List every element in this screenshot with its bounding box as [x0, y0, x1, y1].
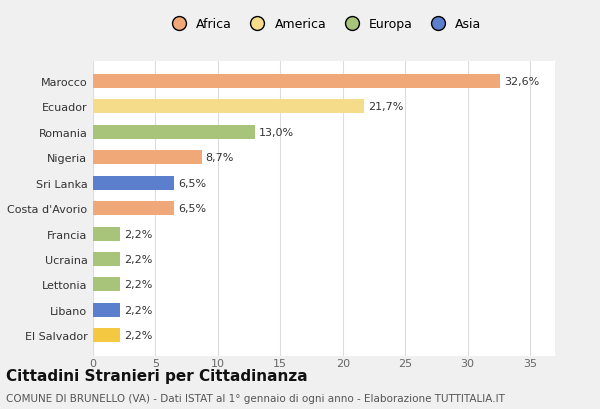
- Text: 2,2%: 2,2%: [124, 330, 152, 340]
- Bar: [93, 100, 364, 114]
- Legend: Africa, America, Europa, Asia: Africa, America, Europa, Asia: [163, 15, 485, 35]
- Text: Cittadini Stranieri per Cittadinanza: Cittadini Stranieri per Cittadinanza: [6, 368, 308, 383]
- Bar: [93, 227, 121, 241]
- Text: 32,6%: 32,6%: [504, 77, 539, 87]
- Bar: [93, 202, 174, 216]
- Text: 2,2%: 2,2%: [124, 305, 152, 315]
- Bar: [93, 126, 256, 139]
- Text: 8,7%: 8,7%: [205, 153, 234, 163]
- Text: COMUNE DI BRUNELLO (VA) - Dati ISTAT al 1° gennaio di ogni anno - Elaborazione T: COMUNE DI BRUNELLO (VA) - Dati ISTAT al …: [6, 393, 505, 402]
- Text: 2,2%: 2,2%: [124, 280, 152, 290]
- Bar: [93, 176, 174, 190]
- Bar: [93, 303, 121, 317]
- Text: 6,5%: 6,5%: [178, 178, 206, 188]
- Bar: [93, 75, 500, 89]
- Bar: [93, 278, 121, 292]
- Bar: [93, 252, 121, 266]
- Text: 2,2%: 2,2%: [124, 229, 152, 239]
- Bar: [93, 151, 202, 165]
- Text: 21,7%: 21,7%: [368, 102, 403, 112]
- Text: 2,2%: 2,2%: [124, 254, 152, 264]
- Text: 6,5%: 6,5%: [178, 204, 206, 213]
- Bar: [93, 328, 121, 342]
- Text: 13,0%: 13,0%: [259, 128, 294, 137]
